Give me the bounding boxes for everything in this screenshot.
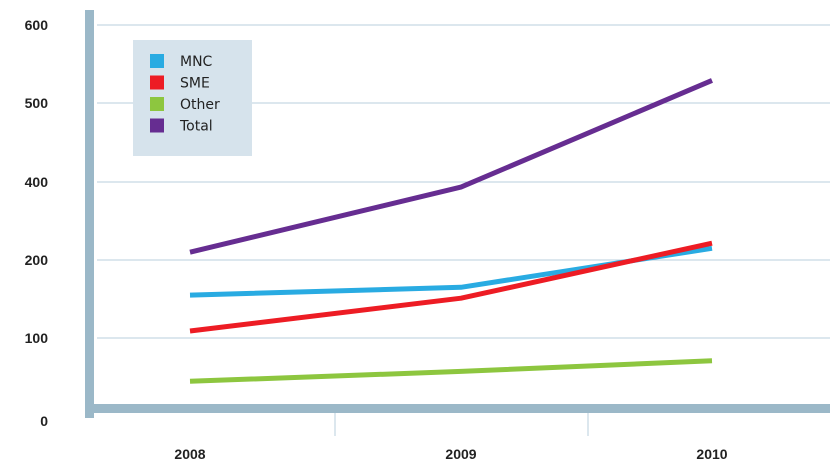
legend-label: Other: [180, 97, 220, 113]
legend-label: Total: [179, 119, 213, 135]
axes: [85, 10, 830, 418]
series-lines: [189, 78, 713, 384]
series-line-mnc: [189, 245, 713, 298]
legend-swatch: [150, 75, 164, 90]
x-tick-label: 2009: [445, 446, 476, 462]
y-tick-label: 500: [25, 95, 49, 111]
legend-swatch: [150, 97, 164, 111]
y-tick-label: 400: [25, 174, 49, 190]
series-line-other: [189, 358, 713, 384]
series-line-sme: [189, 240, 713, 334]
x-axis: [85, 404, 830, 413]
legend: MNC SME Other Total: [133, 40, 252, 156]
y-axis: [85, 10, 94, 418]
legend-swatch: [150, 118, 164, 133]
x-tick-label: 2008: [174, 446, 205, 462]
y-tick-label: 0: [40, 413, 48, 429]
y-tick-label: 100: [25, 330, 49, 346]
y-tick-labels: 0 100 200 400 500 600: [25, 17, 49, 429]
series-line-total: [189, 78, 713, 255]
legend-swatch: [150, 54, 164, 68]
legend-label: MNC: [180, 54, 213, 70]
x-tick-labels: 2008 2009 2010: [174, 446, 727, 462]
y-tick-label: 600: [25, 17, 49, 33]
y-tick-label: 200: [25, 252, 49, 268]
legend-label: SME: [180, 76, 210, 92]
x-tick-label: 2010: [696, 446, 727, 462]
